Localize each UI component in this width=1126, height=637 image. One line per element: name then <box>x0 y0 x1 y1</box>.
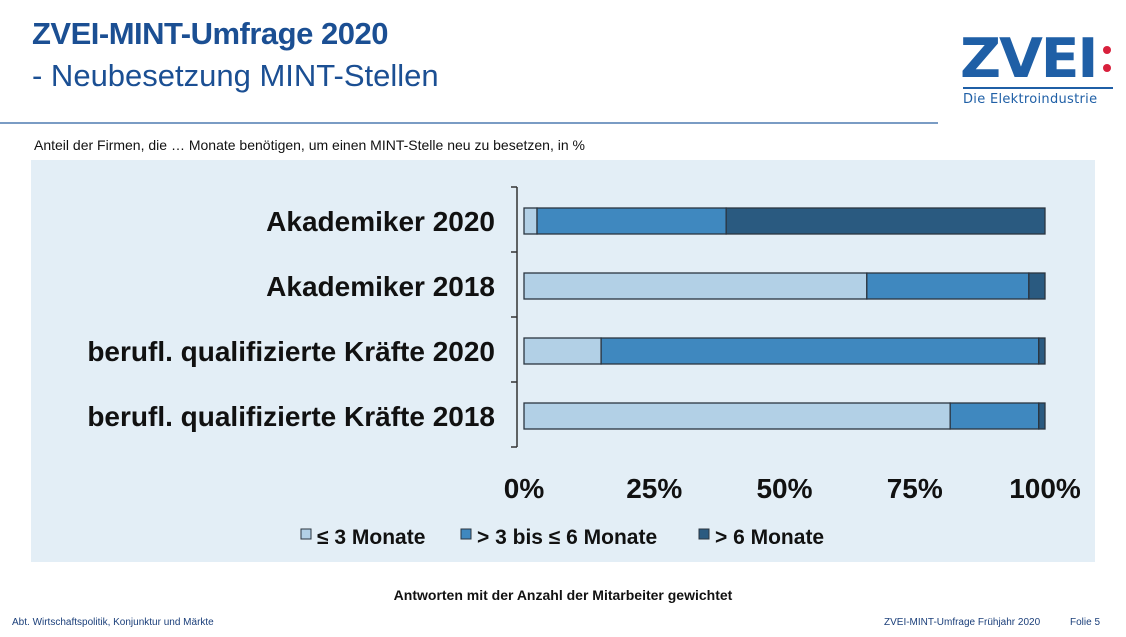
x-tick-label: 50% <box>756 473 812 504</box>
bar-segment-1 <box>523 207 538 235</box>
footer-department: Abt. Wirtschaftspolitik, Konjunktur und … <box>12 617 214 628</box>
logo-tagline: Die Elektroindustrie <box>963 92 1098 107</box>
bar-segment-1 <box>523 402 951 430</box>
legend-label: > 6 Monate <box>715 526 824 549</box>
bar-segment-1 <box>523 272 868 300</box>
bar-segment-2 <box>866 272 1030 300</box>
category-label: Akademiker 2020 <box>266 206 495 237</box>
logo-underline <box>963 87 1113 89</box>
logo-wordmark: ZVEI <box>960 27 1099 90</box>
slide-title: ZVEI-MINT-Umfrage 2020 <box>32 16 388 51</box>
legend-label: > 3 bis ≤ 6 Monate <box>477 526 657 549</box>
weighting-note: Antworten mit der Anzahl der Mitarbeiter… <box>393 587 733 603</box>
header-divider <box>0 122 938 124</box>
logo-colon-dot-bottom <box>1103 64 1111 72</box>
bar-segment-3 <box>1038 337 1046 365</box>
bar-segment-2 <box>600 337 1040 365</box>
x-tick-label: 0% <box>504 473 545 504</box>
legend-swatch <box>460 528 472 540</box>
bar-segment-2 <box>536 207 727 235</box>
bar-segment-1 <box>523 337 602 365</box>
category-label: berufl. qualifizierte Kräfte 2018 <box>87 401 495 432</box>
category-label: Akademiker 2018 <box>266 271 495 302</box>
category-label: berufl. qualifizierte Kräfte 2020 <box>87 336 495 367</box>
legend-swatch <box>300 528 312 540</box>
slide-subtitle: - Neubesetzung MINT-Stellen <box>32 58 439 93</box>
legend-label: ≤ 3 Monate <box>317 526 425 549</box>
x-tick-label: 100% <box>1009 473 1081 504</box>
chart-caption: Anteil der Firmen, die … Monate benötige… <box>34 137 585 153</box>
x-tick-label: 75% <box>887 473 943 504</box>
logo-colon-dot-top <box>1103 46 1111 54</box>
x-tick-label: 25% <box>626 473 682 504</box>
footer-survey: ZVEI-MINT-Umfrage Frühjahr 2020 <box>884 617 1041 628</box>
bar-segment-3 <box>725 207 1046 235</box>
footer-page-number: Folie 5 <box>1070 617 1101 628</box>
legend-swatch <box>698 528 710 540</box>
bar-segment-3 <box>1028 272 1046 300</box>
bar-segment-3 <box>1038 402 1046 430</box>
bar-segment-2 <box>949 402 1040 430</box>
zvei-logo: ZVEI Die Elektroindustrie <box>960 32 1120 112</box>
